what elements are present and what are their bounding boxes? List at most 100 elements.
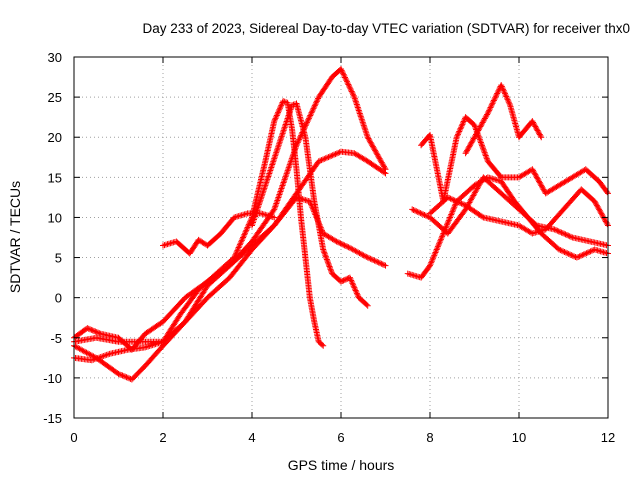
data-point (371, 257, 378, 264)
x-tick-label: 8 (426, 430, 433, 445)
data-point (354, 291, 361, 298)
data-point (313, 98, 320, 105)
data-point (450, 207, 457, 214)
data-point (302, 122, 309, 129)
data-point (233, 250, 240, 257)
data-point (347, 85, 354, 92)
data-point (446, 215, 453, 222)
data-point (381, 169, 388, 176)
data-point (560, 248, 567, 255)
data-point (535, 177, 542, 184)
data-point (551, 226, 558, 233)
data-point (372, 258, 379, 265)
data-point (433, 246, 440, 253)
data-point (96, 330, 103, 337)
data-point (369, 142, 376, 149)
data-point (303, 121, 310, 128)
data-point (340, 71, 347, 78)
data-point (320, 342, 327, 349)
data-point (416, 209, 423, 216)
data-point (303, 119, 310, 126)
data-point (420, 211, 427, 218)
data-point (322, 155, 329, 162)
data-point (582, 250, 589, 257)
data-point (360, 252, 367, 259)
data-point (307, 199, 314, 206)
data-point (341, 276, 348, 283)
data-point (601, 215, 608, 222)
data-point (235, 244, 242, 251)
data-point (377, 260, 384, 267)
data-point (472, 132, 479, 139)
data-point (281, 178, 288, 185)
data-point (123, 374, 130, 381)
data-point (240, 234, 247, 241)
data-point (288, 157, 295, 164)
data-point (533, 124, 540, 131)
data-point (286, 163, 293, 170)
data-point (504, 96, 511, 103)
data-point (455, 129, 462, 136)
data-point (340, 70, 347, 77)
data-point (243, 227, 250, 234)
data-point (534, 127, 541, 134)
data-point (483, 153, 490, 160)
data-point (279, 184, 286, 191)
y-tick-label: 0 (55, 291, 62, 306)
data-point (562, 231, 569, 238)
data-point (299, 129, 306, 136)
data-point (498, 82, 505, 89)
data-point (317, 223, 324, 230)
data-point (529, 166, 536, 173)
data-point (301, 125, 308, 132)
data-point (365, 135, 372, 142)
axis-ticks: 0 2 4 6 8 10 12 -15 -10 -5 0 5 10 15 20 25 30 (43, 50, 615, 445)
data-point (533, 126, 540, 133)
grid (74, 57, 608, 418)
data-point (336, 239, 343, 246)
data-point (88, 326, 95, 333)
data-point (437, 236, 444, 243)
data-point (490, 97, 497, 104)
data-point (596, 206, 603, 213)
data-point (532, 171, 539, 178)
data-point (300, 126, 307, 133)
data-point (380, 162, 387, 169)
data-point (353, 288, 360, 295)
data-point (501, 89, 508, 96)
data-point (271, 118, 278, 125)
data-point (536, 130, 543, 137)
data-point (318, 157, 325, 164)
data-point (531, 122, 538, 129)
data-point (306, 198, 313, 205)
data-point (326, 153, 333, 160)
data-point (447, 214, 454, 221)
data-point (565, 250, 572, 257)
data-point (467, 142, 474, 149)
data-point (599, 213, 606, 220)
data-point (275, 109, 282, 116)
data-point (594, 203, 601, 210)
data-point (99, 353, 106, 360)
data-point (479, 213, 486, 220)
y-tick-label: 30 (48, 50, 62, 65)
data-point (481, 115, 488, 122)
data-point (530, 119, 537, 126)
data-point (236, 243, 243, 250)
data-point (569, 252, 576, 259)
y-tick-label: 25 (48, 90, 62, 105)
data-point (378, 159, 385, 166)
data-point (276, 191, 283, 198)
data-point (366, 255, 373, 262)
data-point (274, 111, 281, 118)
data-point (274, 197, 281, 204)
data-point (453, 198, 460, 205)
data-point (341, 73, 348, 80)
data-point (273, 112, 280, 119)
data-point (312, 212, 319, 219)
data-point (319, 156, 326, 163)
data-point (292, 143, 299, 150)
data-point (427, 261, 434, 268)
data-point (323, 256, 330, 263)
